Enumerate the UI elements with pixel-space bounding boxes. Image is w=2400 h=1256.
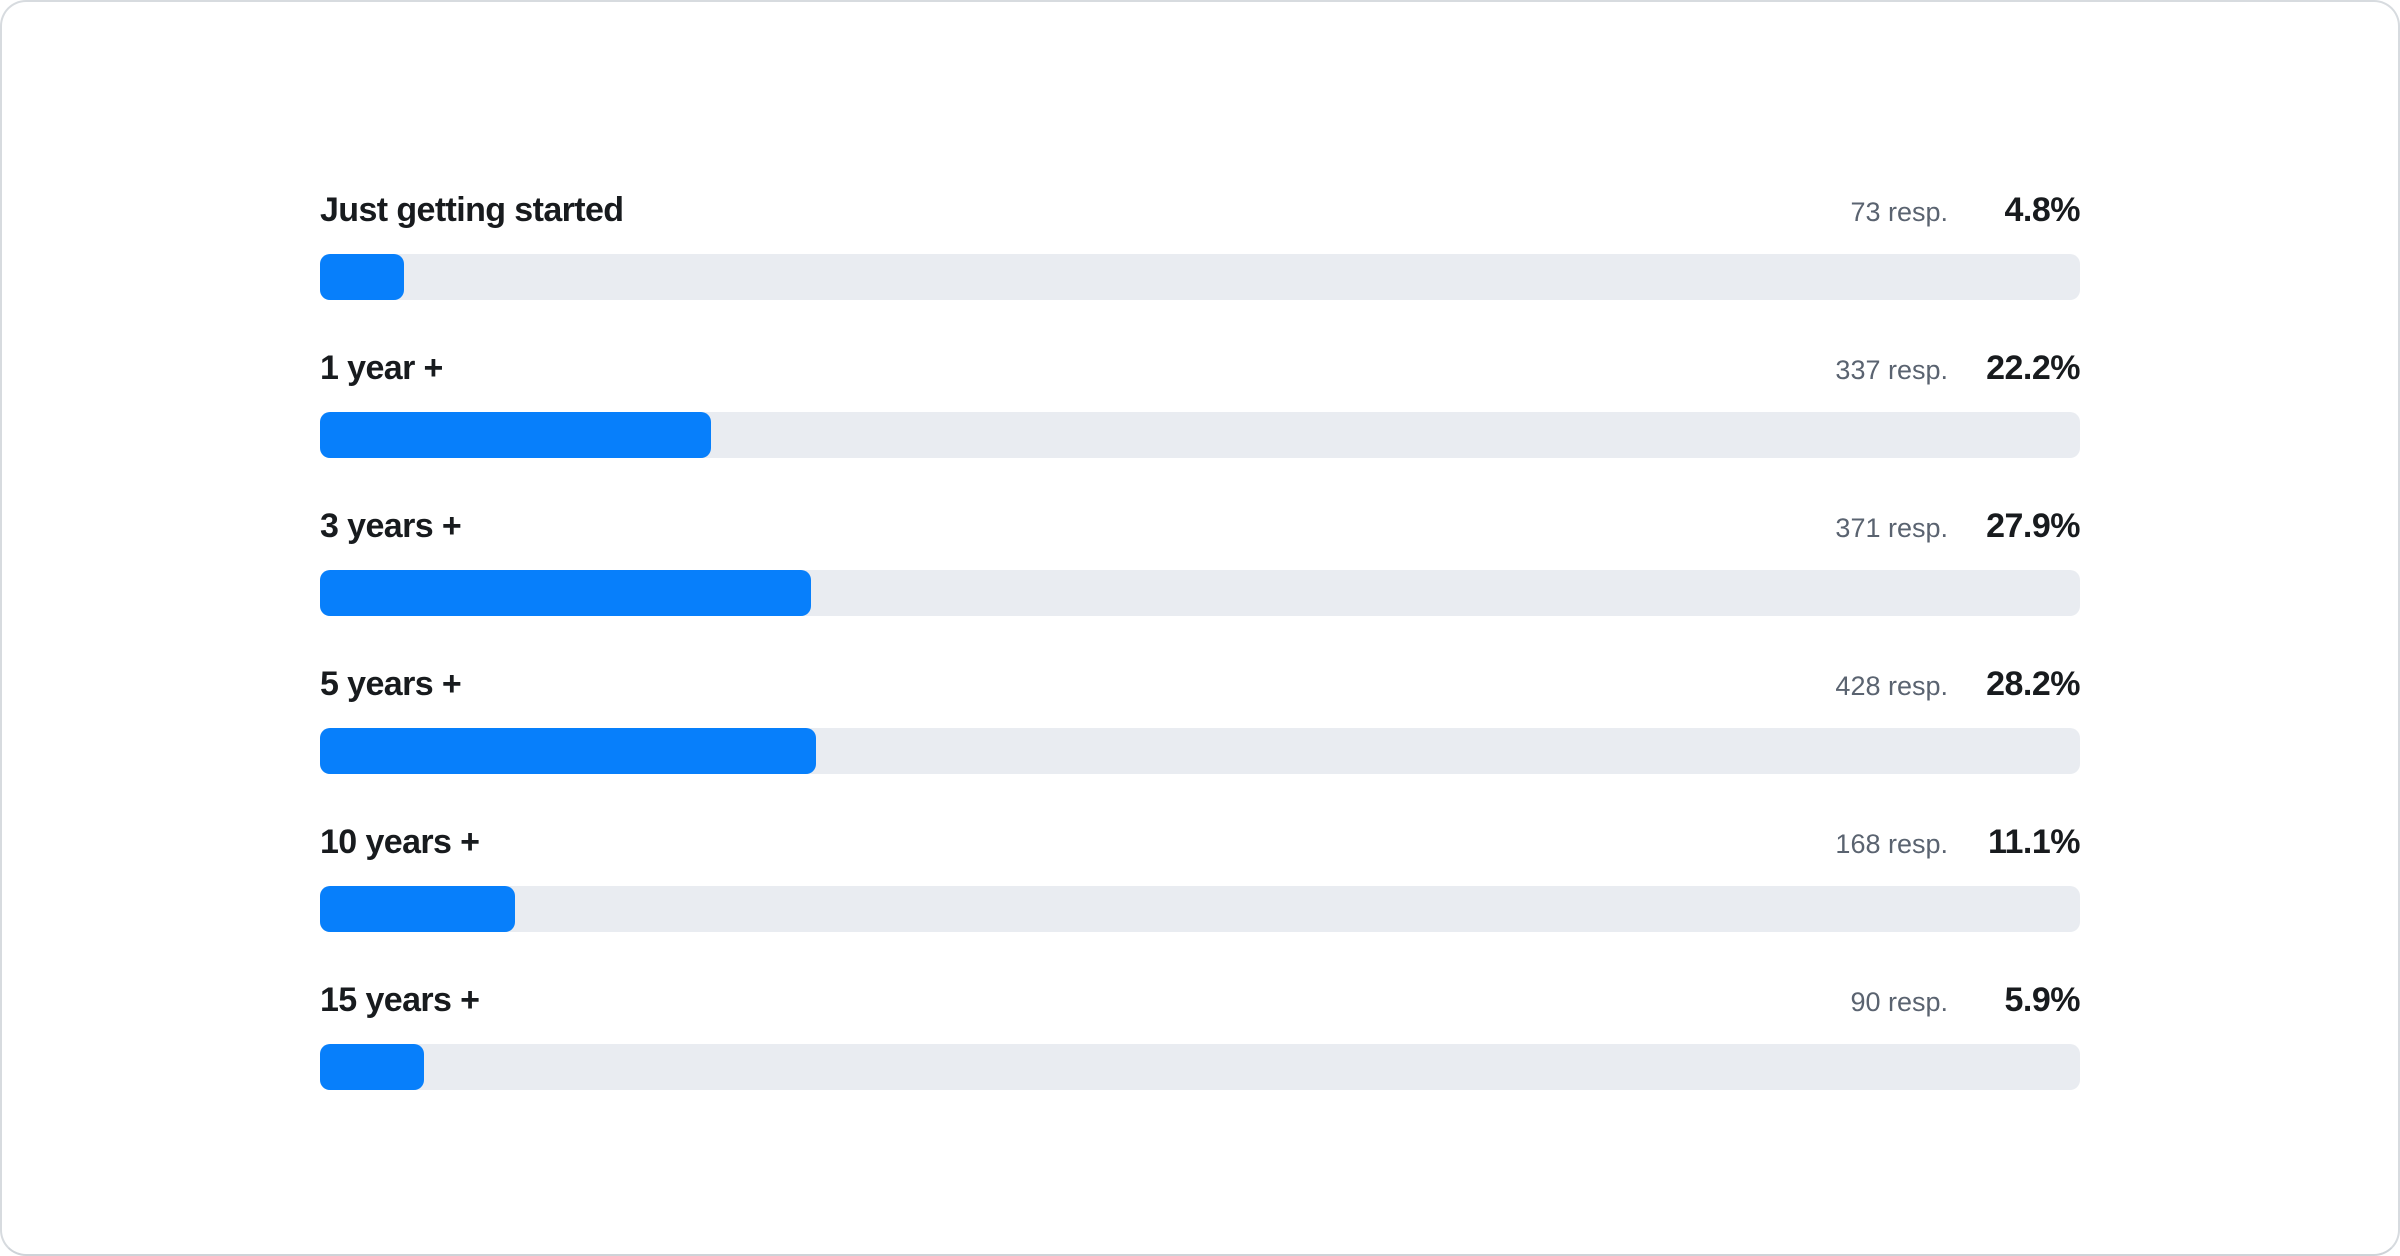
- row-header: 10 years + 168 resp. 11.1%: [320, 820, 2081, 866]
- percentage-value: 27.9%: [1986, 507, 2080, 545]
- bar-track: [320, 1044, 2080, 1090]
- bar-fill: [320, 412, 711, 458]
- percentage-value: 28.2%: [1986, 665, 2080, 703]
- bar-track: [320, 254, 2080, 300]
- survey-option-row: 15 years + 90 resp. 5.9%: [320, 978, 2081, 1090]
- survey-option-row: 5 years + 428 resp. 28.2%: [320, 662, 2081, 774]
- row-header: 3 years + 371 resp. 27.9%: [320, 504, 2081, 550]
- bar-fill: [320, 254, 405, 300]
- bar-track: [320, 728, 2080, 774]
- row-header: 1 year + 337 resp. 22.2%: [320, 346, 2081, 392]
- bar-fill: [320, 1044, 424, 1090]
- option-label: Just getting started: [320, 191, 624, 229]
- percentage-value: 5.9%: [2004, 981, 2081, 1019]
- bar-track: [320, 886, 2080, 932]
- response-count: 73 resp.: [1850, 197, 1948, 227]
- bar-track: [320, 412, 2080, 458]
- option-label: 5 years +: [320, 665, 462, 703]
- survey-option-row: 1 year + 337 resp. 22.2%: [320, 346, 2081, 458]
- response-count: 337 resp.: [1835, 355, 1948, 385]
- option-label: 1 year +: [320, 349, 443, 387]
- response-count: 428 resp.: [1835, 671, 1948, 701]
- response-count: 168 resp.: [1835, 829, 1948, 859]
- survey-option-row: 3 years + 371 resp. 27.9%: [320, 504, 2081, 616]
- option-label: 15 years +: [320, 981, 480, 1019]
- bar-fill: [320, 570, 812, 616]
- survey-option-row: 10 years + 168 resp. 11.1%: [320, 820, 2081, 932]
- survey-option-row: Just getting started 73 resp. 4.8%: [320, 188, 2081, 300]
- percentage-value: 11.1%: [1987, 823, 2081, 861]
- bar-fill: [320, 886, 516, 932]
- row-header: 5 years + 428 resp. 28.2%: [320, 662, 2081, 708]
- percentage-value: 22.2%: [1986, 349, 2080, 387]
- response-count: 371 resp.: [1835, 513, 1948, 543]
- option-label: 3 years +: [320, 507, 462, 545]
- row-header: 15 years + 90 resp. 5.9%: [320, 978, 2081, 1024]
- percentage-value: 4.8%: [2004, 191, 2081, 229]
- bar-fill: [320, 728, 817, 774]
- row-header: Just getting started 73 resp. 4.8%: [320, 188, 2081, 234]
- bar-chart: Just getting started 73 resp. 4.8% 1 yea…: [2, 2, 2398, 1090]
- response-count: 90 resp.: [1850, 987, 1948, 1017]
- option-label: 10 years +: [320, 823, 480, 861]
- bar-track: [320, 570, 2080, 616]
